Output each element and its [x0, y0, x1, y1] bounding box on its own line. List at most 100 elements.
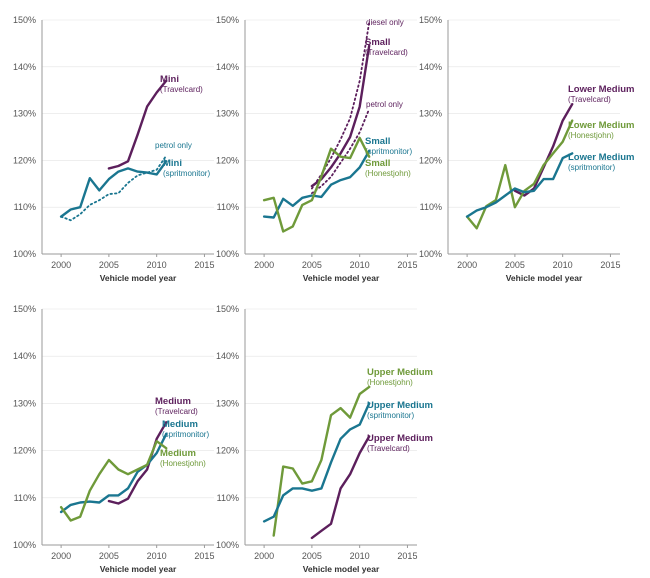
series-source-label: (Travelcard): [365, 48, 408, 57]
y-tick-label: 110%: [14, 202, 36, 212]
series-line-travelcard: [310, 435, 371, 540]
y-tick-label: 120%: [13, 155, 36, 165]
y-tick-label: 130%: [216, 109, 239, 119]
y-tick-label: 100%: [13, 540, 36, 550]
series-line-spritmonitor: [59, 160, 168, 218]
series-source-label: (Travelcard): [155, 407, 198, 416]
series-title-label: Mini: [160, 74, 179, 85]
y-tick-label: 120%: [419, 155, 442, 165]
series-title-label: Lower Medium: [568, 120, 635, 131]
y-tick-label: 130%: [419, 109, 442, 119]
y-tick-label: 140%: [13, 62, 36, 72]
x-tick-label: 2015: [397, 260, 417, 270]
series-line-honestjohn: [465, 119, 574, 230]
y-tick-label: 110%: [14, 493, 36, 503]
y-tick-label: 150%: [13, 304, 36, 314]
series-line-spritmonitor: [465, 152, 574, 218]
x-tick-label: 2000: [254, 260, 274, 270]
y-tick-label: 140%: [419, 62, 442, 72]
series-source-label: (spritmonitor): [162, 430, 209, 439]
x-tick-label: 2010: [147, 551, 167, 561]
x-axis-title: Vehicle model year: [303, 564, 380, 574]
series-source-label: (Travelcard): [160, 85, 203, 94]
series-title-label: Upper Medium: [367, 400, 433, 411]
series-line-travelcard-dotted: [311, 21, 371, 190]
y-tick-label: 100%: [419, 249, 442, 259]
x-tick-label: 2000: [51, 260, 71, 270]
chart-panel-small: 100% 110% 120% 130% 140% 150% 2000 2005 2010 2015…: [216, 15, 417, 283]
y-tick-label: 110%: [420, 202, 442, 212]
series-title-label: Lower Medium: [568, 84, 635, 95]
series-line-travelcard: [107, 421, 168, 505]
x-tick-label: 2005: [302, 551, 322, 561]
x-axis-title: Vehicle model year: [100, 564, 177, 574]
series-title-label: Upper Medium: [367, 433, 433, 444]
x-tick-label: 2015: [194, 551, 214, 561]
series-line-honestjohn: [262, 136, 371, 233]
series-source-label: (Travelcard): [568, 95, 611, 104]
series-title-label: Small: [365, 37, 390, 48]
series-source-label: (Honestjohn): [365, 169, 411, 178]
series-line-travelcard: [107, 79, 168, 170]
series-line-spritmonitor: [59, 432, 168, 514]
x-tick-label: 2000: [51, 551, 71, 561]
series-line-honestjohn: [59, 440, 168, 522]
series-source-label: (spritmonitor): [568, 163, 615, 172]
y-tick-label: 100%: [216, 249, 239, 259]
y-tick-label: 100%: [216, 540, 239, 550]
series-title-label: Small: [365, 158, 390, 169]
series-source-label: (Travelcard): [367, 444, 410, 453]
y-tick-label: 110%: [217, 202, 239, 212]
x-axis-title: Vehicle model year: [303, 273, 380, 283]
x-tick-label: 2005: [99, 551, 119, 561]
series-source-label: (spritmonitor): [163, 169, 210, 178]
series-title-label: Medium: [155, 396, 191, 407]
y-tick-label: 100%: [13, 249, 36, 259]
chart-panel-upper-medium: 100% 110% 120% 130% 140% 150% 2000 2005 2010 2015…: [216, 304, 433, 574]
series-title-label: Upper Medium: [367, 367, 433, 378]
y-tick-label: 150%: [419, 15, 442, 25]
series-line-travelcard: [513, 103, 574, 197]
series-line-spritmonitor: [262, 402, 371, 523]
series-note-label: petrol only: [366, 100, 403, 109]
x-tick-label: 2010: [350, 260, 370, 270]
series-title-label: Small: [365, 136, 390, 147]
series-source-label: (Honestjohn): [568, 131, 614, 140]
series-title-label: Mini: [163, 158, 182, 169]
x-tick-label: 2000: [457, 260, 477, 270]
chart-panel-mini: 100% 110% 120% 130% 140% 150% 2000 2005 2010 2015…: [13, 15, 214, 283]
y-tick-label: 130%: [13, 398, 36, 408]
y-tick-label: 130%: [13, 109, 36, 119]
y-tick-label: 140%: [216, 351, 239, 361]
y-tick-label: 120%: [216, 155, 239, 165]
chart-panel-medium: 100% 110% 120% 130% 140% 150% 2000 2005 2010 2015…: [13, 304, 214, 574]
y-tick-label: 120%: [216, 446, 239, 456]
y-tick-label: 110%: [217, 493, 239, 503]
y-tick-label: 150%: [216, 304, 239, 314]
y-tick-label: 150%: [216, 15, 239, 25]
y-tick-label: 120%: [13, 446, 36, 456]
x-axis-title: Vehicle model year: [100, 273, 177, 283]
x-tick-label: 2005: [99, 260, 119, 270]
series-line-travelcard-dotted: [311, 108, 371, 195]
x-tick-label: 2015: [397, 551, 417, 561]
series-line-honestjohn: [272, 385, 371, 537]
series-title-label: Lower Medium: [568, 152, 635, 163]
x-tick-label: 2000: [254, 551, 274, 561]
x-tick-label: 2010: [553, 260, 573, 270]
y-tick-label: 150%: [13, 15, 36, 25]
series-note-label: petrol only: [155, 141, 192, 150]
x-tick-label: 2015: [194, 260, 214, 270]
series-line-spritmonitor-dotted: [60, 154, 168, 222]
series-source-label: (spritmonitor): [367, 411, 414, 420]
series-title-label: Medium: [160, 448, 196, 459]
series-note-label: diesel only: [366, 18, 404, 27]
x-tick-label: 2015: [600, 260, 620, 270]
series-line-spritmonitor: [262, 149, 371, 219]
x-tick-label: 2010: [147, 260, 167, 270]
x-axis-title: Vehicle model year: [506, 273, 583, 283]
chart-panel-lower-medium: 100% 110% 120% 130% 140% 150% 2000 2005 2010 2015…: [419, 15, 635, 283]
series-source-label: (Honestjohn): [160, 459, 206, 468]
x-tick-label: 2005: [302, 260, 322, 270]
